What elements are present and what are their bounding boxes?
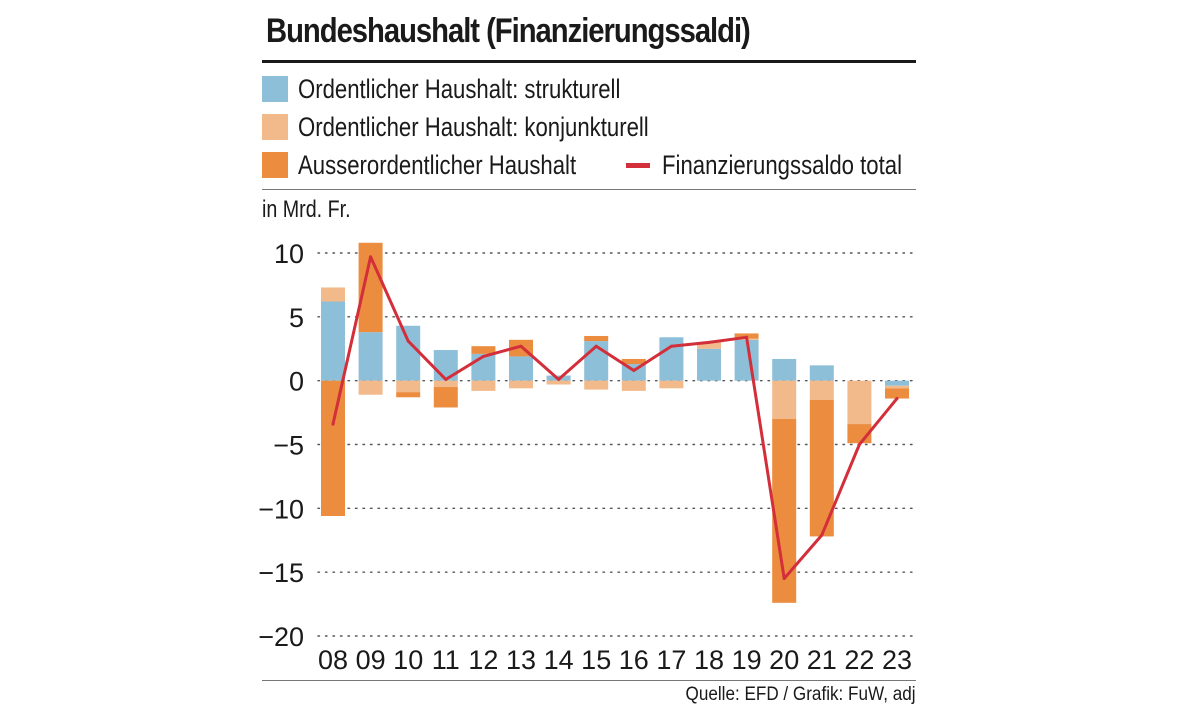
x-tick-label: 09	[356, 645, 386, 675]
bar-ausserordentlich	[396, 392, 421, 398]
bar-ausserordentlich	[621, 358, 646, 365]
x-tick-label: 11	[432, 645, 460, 675]
line-total-point	[632, 368, 636, 372]
source-note: Quelle: EFD / Grafik: FuW, adj	[686, 684, 916, 705]
line-total-point	[669, 344, 673, 348]
line-total-point	[594, 344, 598, 348]
legend-strukturell: Ordentlicher Haushalt: strukturell	[262, 73, 691, 105]
bar-konjunkturell	[546, 380, 571, 385]
bar-konjunkturell	[659, 380, 684, 389]
legend-konjunkturell: Ordentlicher Haushalt: konjunkturell	[262, 111, 726, 143]
y-tick-label: 10	[274, 239, 304, 269]
bar-strukturell	[509, 356, 533, 381]
bar-ausserordentlich	[584, 335, 609, 342]
bar-konjunkturell	[847, 380, 872, 425]
legend-label-ausserordentlich: Ausserordentlicher Haushalt	[298, 149, 577, 180]
title-rule	[262, 60, 916, 63]
line-total-point	[519, 344, 523, 348]
bar-konjunkturell	[885, 385, 909, 389]
x-tick-label: 15	[581, 645, 611, 675]
x-tick-label: 16	[619, 645, 649, 675]
x-tick-label: 08	[318, 645, 348, 675]
y-tick-label: −10	[258, 494, 304, 524]
bar-strukturell	[358, 332, 383, 381]
x-tick-label: 17	[656, 645, 686, 675]
bar-konjunkturell	[772, 380, 797, 419]
legend-label-strukturell: Ordentlicher Haushalt: strukturell	[298, 73, 621, 104]
bar-ausserordentlich	[471, 346, 496, 354]
legend-label-total: Finanzierungssaldo total	[662, 149, 903, 180]
line-total-point	[745, 335, 749, 339]
legend-ausserordentlich: Ausserordentlicher Haushalt	[262, 149, 637, 181]
bar-konjunkturell	[396, 380, 421, 393]
line-total-point	[857, 443, 861, 446]
line-total	[331, 255, 899, 580]
y-tick-label: −15	[258, 558, 304, 588]
legend-rule	[262, 189, 916, 190]
y-tick-label: 0	[289, 367, 304, 397]
bar-ausserordentlich	[885, 388, 909, 399]
bar-konjunkturell	[358, 380, 383, 395]
legend-swatch-konjunkturell	[262, 114, 288, 140]
legend-label-konjunkturell: Ordentlicher Haushalt: konjunkturell	[298, 111, 649, 142]
line-total-point	[895, 397, 899, 401]
line-total-point	[444, 377, 448, 381]
bar-ausserordentlich	[321, 380, 345, 516]
bar-konjunkturell	[697, 342, 721, 349]
bar-konjunkturell	[471, 380, 496, 391]
y-tick-label: 5	[289, 303, 304, 333]
x-tick-label: 21	[807, 645, 837, 675]
line-total-point	[707, 340, 711, 344]
legend-swatch-ausserordentlich	[262, 152, 288, 178]
x-tick-label: 14	[544, 645, 574, 675]
line-total-point	[481, 354, 485, 358]
legend-swatch-strukturell	[262, 76, 288, 102]
bar-konjunkturell	[584, 380, 609, 390]
x-tick-label: 18	[694, 645, 724, 675]
line-total-point	[557, 377, 561, 381]
bar-ausserordentlich	[433, 387, 458, 408]
bar-strukturell	[697, 348, 721, 381]
bar-strukturell	[809, 365, 834, 381]
line-total-point	[820, 533, 824, 537]
legend-total: Finanzierungssaldo total	[626, 149, 955, 181]
bar-strukturell	[772, 358, 797, 381]
bottom-rule	[262, 680, 916, 681]
x-tick-label: 22	[844, 645, 874, 675]
y-tick-label: −20	[258, 622, 304, 652]
bar-strukturell	[433, 350, 458, 381]
bar-strukturell	[396, 325, 421, 381]
bar-strukturell	[471, 353, 496, 381]
line-total-point	[406, 339, 410, 343]
bar-strukturell	[659, 337, 684, 381]
line-total-point	[331, 422, 335, 426]
line-total-point	[369, 255, 373, 259]
x-tick-label: 20	[769, 645, 799, 675]
x-tick-label: 10	[393, 645, 423, 675]
chart-title: Bundeshaushalt (Finanzierungssaldi)	[266, 12, 751, 50]
bar-strukturell	[885, 380, 909, 386]
line-total-point	[782, 577, 786, 581]
bar-strukturell	[321, 301, 345, 381]
bar-konjunkturell	[509, 380, 533, 389]
legend-swatch-total	[626, 162, 650, 168]
bar-konjunkturell	[809, 380, 834, 400]
y-tick-label: −5	[273, 431, 304, 461]
bar-konjunkturell	[433, 380, 458, 388]
x-tick-label: 13	[506, 645, 536, 675]
x-tick-label: 23	[882, 645, 912, 675]
unit-label: in Mrd. Fr.	[262, 196, 351, 223]
x-tick-label: 12	[468, 645, 498, 675]
bar-konjunkturell	[321, 287, 345, 302]
x-tick-label: 19	[732, 645, 762, 675]
bar-konjunkturell	[621, 380, 646, 391]
